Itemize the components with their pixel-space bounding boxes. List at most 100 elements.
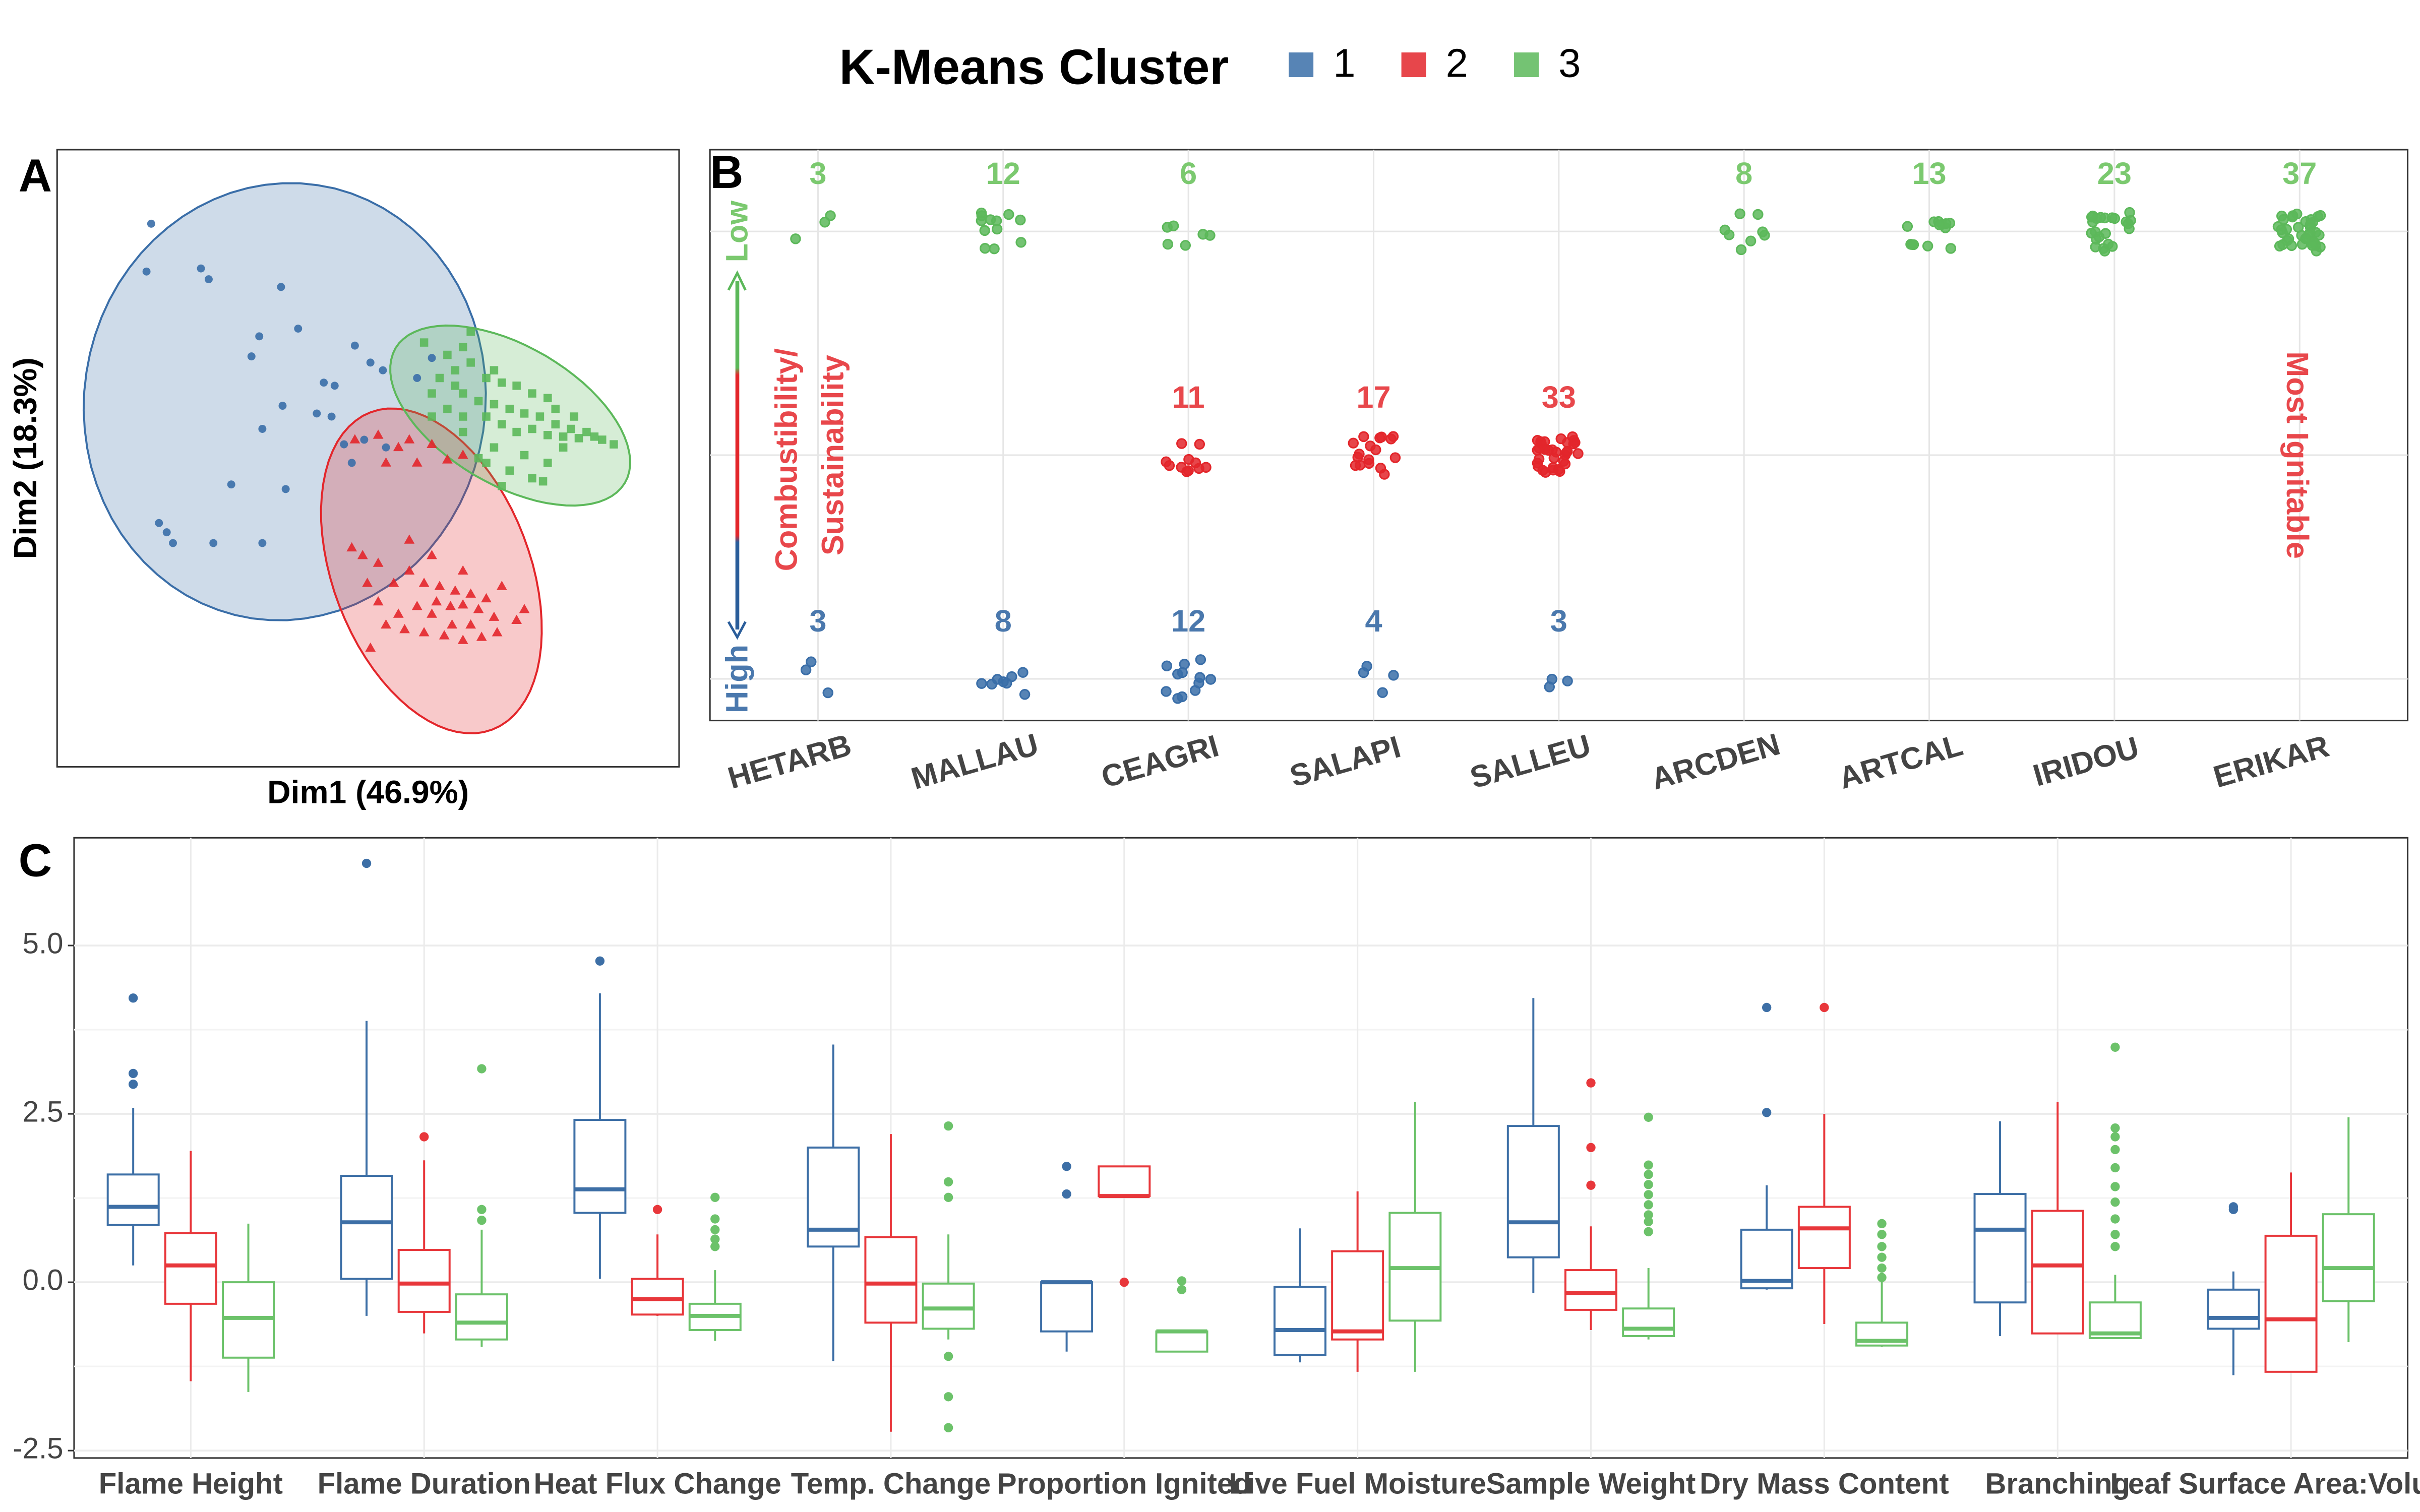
point [474, 397, 483, 406]
outlier [129, 993, 138, 1003]
outlier [2110, 1197, 2120, 1207]
point [278, 402, 287, 410]
point [567, 424, 575, 433]
plot-frame [73, 837, 2409, 1459]
point [1164, 460, 1175, 471]
axis-annotation: Low [719, 201, 754, 263]
point [505, 404, 514, 413]
point [357, 550, 368, 559]
box [1506, 1125, 1560, 1258]
y-tick-label: -2.5 [13, 1432, 63, 1465]
point [450, 585, 461, 595]
point [418, 578, 430, 587]
point [985, 214, 996, 225]
point [373, 596, 384, 606]
point [1554, 466, 1565, 477]
point [476, 632, 487, 641]
x-tick-label: Flame Height [99, 1467, 283, 1500]
arrow-head [727, 621, 747, 640]
point [2287, 211, 2298, 223]
point [1168, 220, 1179, 231]
outlier [2110, 1132, 2120, 1142]
point [373, 557, 384, 567]
legend-label: 3 [1558, 41, 1581, 86]
x-tick-label: Sample Weight [1486, 1467, 1696, 1500]
outlier [1644, 1210, 1653, 1220]
count-label: 8 [995, 604, 1012, 638]
point [570, 412, 579, 421]
point [1922, 240, 1933, 251]
point [1752, 209, 1764, 220]
box [1331, 1250, 1384, 1341]
confidence-ellipse [389, 324, 631, 507]
point [1363, 458, 1375, 469]
plot-frame [56, 149, 680, 768]
point [209, 539, 218, 547]
point [366, 358, 375, 367]
count-label: 4 [1365, 604, 1382, 638]
point [443, 350, 452, 359]
point [381, 619, 391, 629]
point [255, 332, 264, 341]
point [1176, 438, 1187, 449]
box [864, 1236, 918, 1324]
point [457, 450, 468, 459]
legend: 1 2 3 [1289, 41, 1581, 86]
point [1547, 444, 1558, 456]
outlier [477, 1064, 487, 1074]
point [458, 389, 467, 398]
plot-area [82, 182, 631, 734]
point [511, 614, 522, 624]
outlier [2110, 1182, 2120, 1191]
point [559, 432, 568, 441]
point [574, 434, 583, 443]
point [980, 243, 991, 254]
count-label: 6 [1180, 156, 1197, 191]
point [227, 480, 235, 489]
outlier [595, 956, 605, 966]
point [979, 225, 990, 236]
point [458, 412, 467, 421]
point [404, 565, 415, 575]
axis-arrow [735, 281, 740, 629]
point [1902, 221, 1913, 232]
box [2322, 1213, 2375, 1302]
outlier [943, 1351, 953, 1361]
box [1973, 1193, 2027, 1304]
count-label: 33 [1542, 380, 1576, 414]
point [2292, 222, 2304, 233]
point [512, 427, 521, 436]
outlier [710, 1234, 720, 1244]
point [443, 404, 452, 413]
point [313, 409, 321, 418]
point [2106, 212, 2118, 223]
outlier [1586, 1143, 1596, 1153]
outlier [129, 1068, 138, 1079]
box [397, 1248, 451, 1313]
outlier [2110, 1163, 2120, 1173]
point [528, 424, 536, 433]
box [164, 1232, 217, 1305]
box [1273, 1286, 1326, 1356]
point [399, 623, 410, 634]
outlier [943, 1177, 953, 1187]
panel-label: A [19, 150, 52, 201]
point [1908, 239, 1919, 250]
outlier [2110, 1214, 2120, 1224]
point [822, 687, 833, 699]
box [222, 1281, 275, 1359]
point [349, 434, 360, 444]
point [1019, 689, 1031, 700]
box [1797, 1206, 1851, 1270]
point [258, 539, 267, 547]
box [455, 1293, 508, 1341]
point [598, 435, 607, 444]
point [496, 581, 507, 590]
point [1200, 462, 1212, 473]
point [466, 358, 475, 367]
confidence-ellipse [82, 182, 487, 621]
point [2086, 227, 2097, 239]
point [1934, 219, 1945, 231]
